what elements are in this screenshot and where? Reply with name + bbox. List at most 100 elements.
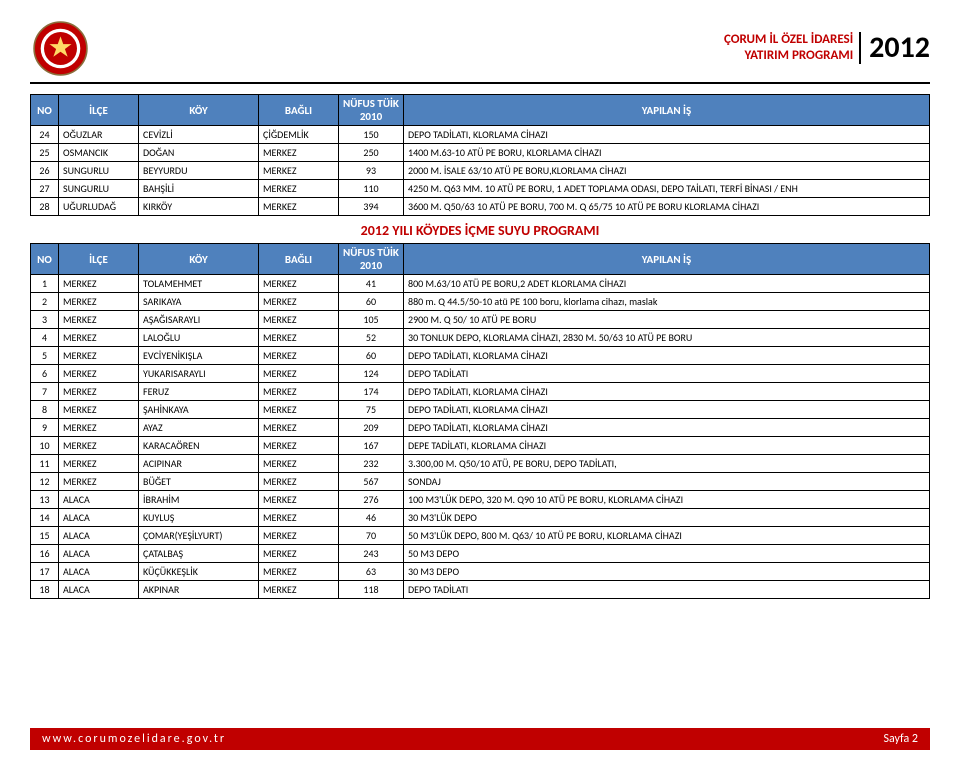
table-cell: 880 m. Q 44.5/50-10 atü PE 100 boru, klo… [404, 293, 930, 311]
table-cell: İBRAHİM [139, 491, 259, 509]
table-cell: 5 [31, 347, 59, 365]
table-cell: MERKEZ [259, 144, 339, 162]
table-cell: 16 [31, 545, 59, 563]
table-cell: 4 [31, 329, 59, 347]
table-cell: 8 [31, 401, 59, 419]
table-cell: UĞURLUDAĞ [59, 198, 139, 216]
table-cell: 3 [31, 311, 59, 329]
table-cell: DEPO TADİLATI, KLORLAMA CİHAZI [404, 401, 930, 419]
th2-nufus: NÜFUS TÜİK 2010 [339, 244, 404, 275]
table-cell: MERKEZ [259, 581, 339, 599]
table-cell: MERKEZ [259, 491, 339, 509]
table-cell: AŞAĞISARAYLI [139, 311, 259, 329]
table-row: 2MERKEZSARIKAYAMERKEZ60880 m. Q 44.5/50-… [31, 293, 930, 311]
th-bagli: BAĞLI [259, 95, 339, 126]
table-row: 3MERKEZAŞAĞISARAYLIMERKEZ1052900 M. Q 50… [31, 311, 930, 329]
table-row: 18ALACAAKPINARMERKEZ118DEPO TADİLATI [31, 581, 930, 599]
table-cell: 41 [339, 275, 404, 293]
table-cell: ALACA [59, 491, 139, 509]
table-cell: SUNGURLU [59, 180, 139, 198]
table-cell: 2900 M. Q 50/ 10 ATÜ PE BORU [404, 311, 930, 329]
table-cell: BÜĞET [139, 473, 259, 491]
table-row: 5MERKEZEVCİYENİKIŞLAMERKEZ60DEPO TADİLAT… [31, 347, 930, 365]
page-footer: www.corumozelidare.gov.tr Sayfa 2 [30, 728, 930, 750]
table-cell: MERKEZ [59, 473, 139, 491]
table-cell: DEPO TADİLATI, KLORLAMA CİHAZI [404, 383, 930, 401]
table-cell: MERKEZ [259, 311, 339, 329]
table-row: 13ALACAİBRAHİMMERKEZ276100 M3'LÜK DEPO, … [31, 491, 930, 509]
table-cell: 209 [339, 419, 404, 437]
table-cell: 2 [31, 293, 59, 311]
table-cell: ALACA [59, 509, 139, 527]
table-cell: 50 M3 DEPO [404, 545, 930, 563]
table-cell: 50 M3'LÜK DEPO, 800 M. Q63/ 10 ATÜ PE BO… [404, 527, 930, 545]
org-title-1: ÇORUM İL ÖZEL İDARESİ [724, 32, 853, 48]
table-cell: 243 [339, 545, 404, 563]
table-cell: 276 [339, 491, 404, 509]
th-koy: KÖY [139, 95, 259, 126]
table-cell: MERKEZ [259, 563, 339, 581]
table-cell: 17 [31, 563, 59, 581]
table-cell: CEVİZLİ [139, 126, 259, 144]
table-cell: MERKEZ [59, 293, 139, 311]
table-cell: YUKARISARAYLI [139, 365, 259, 383]
table-row: 17ALACAKÜÇÜKKEŞLİKMERKEZ6330 M3 DEPO [31, 563, 930, 581]
table-cell: ÇOMAR(YEŞİLYURT) [139, 527, 259, 545]
table-cell: 18 [31, 581, 59, 599]
table-row: 10MERKEZKARACAÖRENMERKEZ167DEPE TADİLATI… [31, 437, 930, 455]
table-cell: 118 [339, 581, 404, 599]
table-cell: DEPO TADİLATI, KLORLAMA CİHAZI [404, 347, 930, 365]
table-cell: 7 [31, 383, 59, 401]
table-cell: OSMANCIK [59, 144, 139, 162]
table-cell: KÜÇÜKKEŞLİK [139, 563, 259, 581]
table-row: 25OSMANCIKDOĞANMERKEZ2501400 M.63-10 ATÜ… [31, 144, 930, 162]
table-cell: 60 [339, 347, 404, 365]
table-row: 26SUNGURLUBEYYURDUMERKEZ932000 M. İSALE … [31, 162, 930, 180]
table-row: 27SUNGURLUBAHŞİLİMERKEZ1104250 M. Q63 MM… [31, 180, 930, 198]
th2-ilce: İLÇE [59, 244, 139, 275]
table-cell: 15 [31, 527, 59, 545]
table-1: NO İLÇE KÖY BAĞLI NÜFUS TÜİK 2010 YAPILA… [30, 94, 930, 216]
table-cell: ALACA [59, 545, 139, 563]
table-cell: 394 [339, 198, 404, 216]
table-cell: MERKEZ [259, 275, 339, 293]
table-cell: 174 [339, 383, 404, 401]
table-cell: DOĞAN [139, 144, 259, 162]
table-cell: ALACA [59, 563, 139, 581]
table-cell: 93 [339, 162, 404, 180]
table-cell: 30 M3 DEPO [404, 563, 930, 581]
table-row: 6MERKEZYUKARISARAYLIMERKEZ124DEPO TADİLA… [31, 365, 930, 383]
table-cell: 1 [31, 275, 59, 293]
table-cell: MERKEZ [259, 198, 339, 216]
table-cell: DEPO TADİLATI [404, 581, 930, 599]
table-cell: 100 M3'LÜK DEPO, 320 M. Q90 10 ATÜ PE BO… [404, 491, 930, 509]
th2-koy: KÖY [139, 244, 259, 275]
table-cell: 28 [31, 198, 59, 216]
table-cell: DEPO TADİLATI, KLORLAMA CİHAZI [404, 419, 930, 437]
table-row: 9MERKEZAYAZMERKEZ209DEPO TADİLATI, KLORL… [31, 419, 930, 437]
table-row: 14ALACAKUYLUŞMERKEZ4630 M3'LÜK DEPO [31, 509, 930, 527]
table-cell: 24 [31, 126, 59, 144]
table-cell: ACIPINAR [139, 455, 259, 473]
table-cell: 800 M.63/10 ATÜ PE BORU,2 ADET KLORLAMA … [404, 275, 930, 293]
table-cell: MERKEZ [59, 329, 139, 347]
table-cell: 1400 M.63-10 ATÜ PE BORU, KLORLAMA CİHAZ… [404, 144, 930, 162]
table-cell: MERKEZ [259, 419, 339, 437]
table-cell: EVCİYENİKIŞLA [139, 347, 259, 365]
table-cell: BAHŞİLİ [139, 180, 259, 198]
table-row: 11MERKEZACIPINARMERKEZ2323.300,00 M. Q50… [31, 455, 930, 473]
table-cell: MERKEZ [59, 455, 139, 473]
table-cell: 3.300,00 M. Q50/10 ATÜ, PE BORU, DEPO TA… [404, 455, 930, 473]
th2-no: NO [31, 244, 59, 275]
table-cell: DEPO TADİLATI [404, 365, 930, 383]
table-cell: KIRKÖY [139, 198, 259, 216]
table-cell: 167 [339, 437, 404, 455]
table-cell: AKPINAR [139, 581, 259, 599]
table-cell: MERKEZ [259, 527, 339, 545]
table-row: 8MERKEZŞAHİNKAYAMERKEZ75DEPO TADİLATI, K… [31, 401, 930, 419]
table-row: 15ALACAÇOMAR(YEŞİLYURT)MERKEZ7050 M3'LÜK… [31, 527, 930, 545]
table-2: NO İLÇE KÖY BAĞLI NÜFUS TÜİK 2010 YAPILA… [30, 243, 930, 599]
table-cell: MERKEZ [59, 275, 139, 293]
table-cell: MERKEZ [259, 180, 339, 198]
footer-page: Sayfa 2 [884, 732, 919, 746]
